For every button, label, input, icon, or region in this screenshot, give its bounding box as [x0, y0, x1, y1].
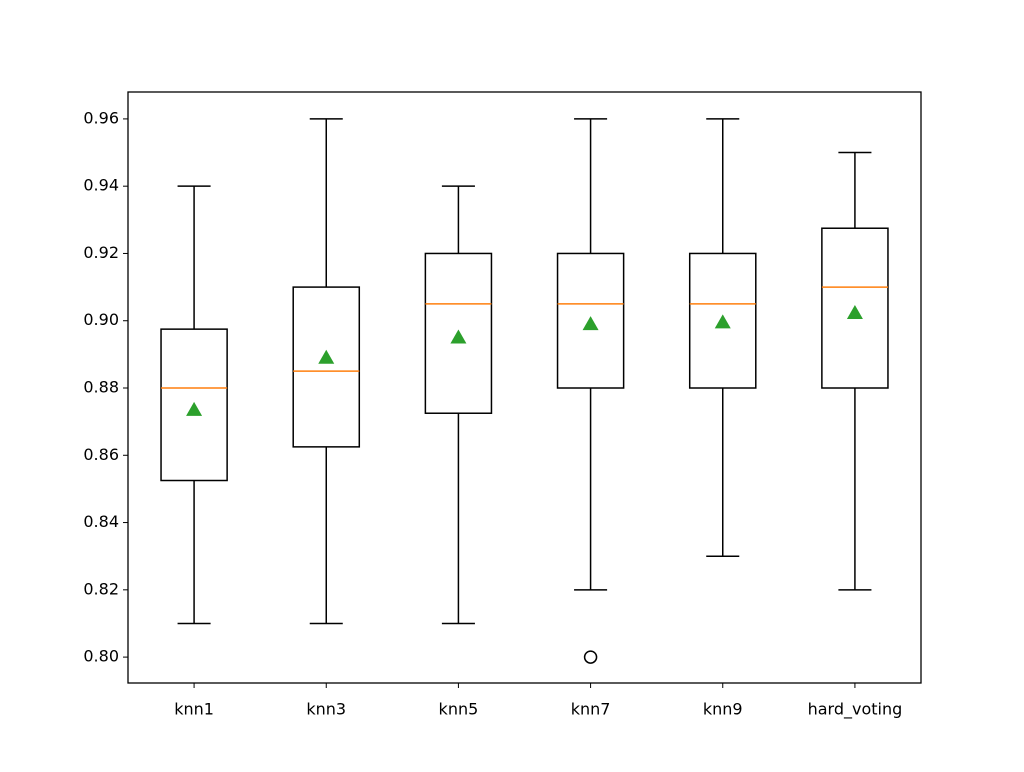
outlier: [583, 650, 598, 664]
mean-marker: [846, 304, 863, 319]
box: [424, 252, 493, 414]
mean-marker: [318, 349, 335, 364]
y-tick-label: 0.80: [83, 647, 119, 666]
mean-marker: [450, 329, 467, 344]
mean-marker: [186, 401, 203, 416]
mean-marker: [582, 316, 599, 331]
box: [160, 328, 228, 482]
y-tick-label: 0.90: [83, 310, 119, 329]
y-tick-label: 0.86: [83, 445, 119, 464]
x-tick-label: hard_voting: [808, 700, 903, 720]
box: [292, 286, 361, 448]
mean-marker: [714, 314, 731, 329]
y-tick-label: 0.94: [83, 176, 119, 195]
box: [688, 252, 757, 389]
x-tick-label: knn7: [571, 700, 611, 719]
box: [821, 227, 889, 389]
x-tick-label: knn3: [306, 700, 346, 719]
y-tick-label: 0.82: [83, 579, 119, 598]
y-tick-label: 0.84: [83, 512, 119, 531]
x-tick-label: knn5: [439, 700, 479, 719]
plot-frame: [127, 91, 922, 684]
x-tick-label: knn9: [703, 700, 743, 719]
y-tick-label: 0.96: [83, 108, 119, 127]
x-tick-label: knn1: [174, 700, 214, 719]
box: [556, 252, 625, 389]
y-tick-label: 0.92: [83, 243, 119, 262]
y-tick-label: 0.88: [83, 378, 119, 397]
